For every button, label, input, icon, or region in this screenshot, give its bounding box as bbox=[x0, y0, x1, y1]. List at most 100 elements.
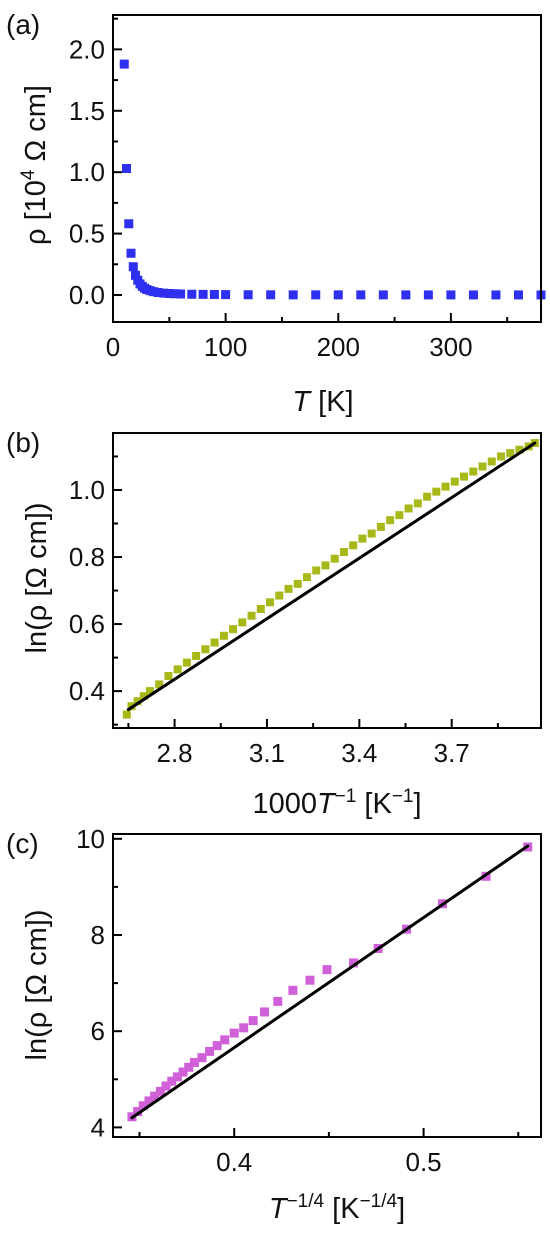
x-tick-label: 0.5 bbox=[406, 1147, 442, 1177]
data-point bbox=[478, 462, 487, 471]
x-tick-label: 3.1 bbox=[249, 738, 285, 768]
data-point bbox=[131, 270, 141, 280]
x-tick-label: 3.4 bbox=[341, 738, 377, 768]
data-point bbox=[198, 289, 208, 299]
data-point bbox=[164, 289, 174, 299]
data-point bbox=[376, 522, 385, 531]
plot-frame bbox=[112, 833, 542, 1138]
y-tick-label: 10 bbox=[76, 824, 105, 854]
data-point bbox=[212, 1041, 222, 1051]
data-point bbox=[266, 598, 275, 607]
x-label-sup: −1 bbox=[335, 786, 357, 807]
data-point bbox=[145, 687, 154, 696]
panel-b: (b) 1000T−1 [K−1] ln(ρ [Ω cm]) 2.8 3.1 3.4… bbox=[6, 427, 542, 820]
data-point bbox=[124, 219, 134, 229]
data-point bbox=[229, 1028, 239, 1038]
data-point bbox=[187, 289, 197, 299]
x-label-sup: −1/4 bbox=[287, 1191, 325, 1212]
data-point bbox=[197, 1053, 207, 1063]
data-point bbox=[515, 445, 524, 454]
y-label-lead: ρ [10 bbox=[20, 180, 52, 245]
x-tick-label: 3.7 bbox=[434, 738, 470, 768]
data-point bbox=[205, 1046, 215, 1056]
x-label-tail: ] bbox=[397, 1193, 405, 1225]
data-point bbox=[133, 1107, 143, 1117]
y-axis-label-b: ln(ρ [Ω cm]) bbox=[21, 503, 53, 654]
y-axis-label-c: ln(ρ [Ω cm]) bbox=[21, 910, 53, 1061]
y-tick-label: 1.5 bbox=[69, 96, 105, 126]
data-point bbox=[358, 534, 367, 543]
x-label-rest: [K] bbox=[310, 386, 354, 418]
x-tick-label: 0.4 bbox=[216, 1147, 252, 1177]
data-point bbox=[441, 482, 450, 491]
data-point bbox=[349, 958, 359, 968]
x-label-italic: T bbox=[269, 1193, 289, 1225]
data-point bbox=[172, 1072, 182, 1082]
x-tick-label: 0 bbox=[106, 332, 120, 362]
data-point bbox=[161, 1081, 171, 1091]
data-point bbox=[260, 1007, 269, 1017]
data-point bbox=[139, 692, 148, 701]
y-tick-label: 4 bbox=[91, 1112, 105, 1142]
data-point bbox=[122, 164, 132, 173]
data-point bbox=[491, 290, 501, 300]
data-point bbox=[266, 290, 276, 300]
data-point bbox=[219, 631, 228, 640]
data-point bbox=[506, 449, 515, 458]
panel-label-b: (b) bbox=[6, 427, 40, 458]
data-point bbox=[513, 290, 523, 300]
data-point bbox=[450, 477, 459, 486]
data-point bbox=[243, 290, 253, 300]
y-tick-label: 0.0 bbox=[69, 280, 105, 310]
data-point bbox=[333, 290, 343, 300]
data-point bbox=[155, 1086, 165, 1096]
data-point bbox=[239, 1023, 249, 1033]
x-label-italic: T bbox=[317, 788, 337, 820]
data-point bbox=[159, 288, 169, 298]
data-point bbox=[221, 290, 231, 300]
data-point bbox=[153, 288, 163, 298]
data-point bbox=[238, 618, 247, 627]
panel-label-a: (a) bbox=[6, 9, 40, 40]
data-point bbox=[220, 1035, 230, 1045]
data-point bbox=[275, 591, 284, 600]
panel-c: (c) T−1/4 [K−1/4] ln(ρ [Ω cm]) 0.4 0.5468… bbox=[6, 824, 542, 1225]
y-tick-label: 1.0 bbox=[69, 475, 105, 505]
x-tick-label: 300 bbox=[429, 332, 472, 362]
x-label-sup2: −1 bbox=[392, 786, 414, 807]
data-point bbox=[189, 1057, 199, 1067]
x-label-italic: T bbox=[292, 386, 312, 418]
data-point bbox=[192, 651, 201, 660]
data-point bbox=[305, 975, 315, 985]
x-label-rest: [K bbox=[356, 788, 392, 820]
x-label-sup2: −1/4 bbox=[360, 1191, 398, 1212]
y-tick-label: 0.5 bbox=[69, 219, 105, 249]
data-point bbox=[288, 985, 298, 995]
data-point bbox=[126, 248, 136, 258]
y-tick-label: 6 bbox=[91, 1016, 105, 1046]
data-point bbox=[312, 566, 321, 575]
y-tick-label: 0.8 bbox=[69, 542, 105, 572]
panel-label-c: (c) bbox=[6, 828, 39, 859]
plot-frame bbox=[112, 432, 542, 729]
data-point bbox=[469, 467, 478, 476]
data-point bbox=[284, 584, 293, 593]
data-point bbox=[122, 710, 131, 719]
y-axis-label-a: ρ [104 Ω cm] bbox=[18, 85, 52, 245]
data-point bbox=[119, 59, 129, 69]
data-point bbox=[468, 290, 478, 300]
y-label-tail: Ω cm] bbox=[20, 85, 52, 170]
fit-line bbox=[130, 844, 530, 1120]
data-point bbox=[339, 548, 348, 557]
y-tick-label: 2.0 bbox=[69, 34, 105, 64]
data-point bbox=[150, 1091, 160, 1101]
data-point bbox=[404, 504, 413, 513]
data-point bbox=[273, 996, 283, 1006]
data-point bbox=[128, 262, 138, 272]
data-point bbox=[321, 561, 330, 570]
data-point bbox=[182, 658, 191, 667]
data-point bbox=[229, 625, 238, 634]
data-point bbox=[401, 290, 411, 300]
y-tick-label: 1.0 bbox=[69, 157, 105, 187]
